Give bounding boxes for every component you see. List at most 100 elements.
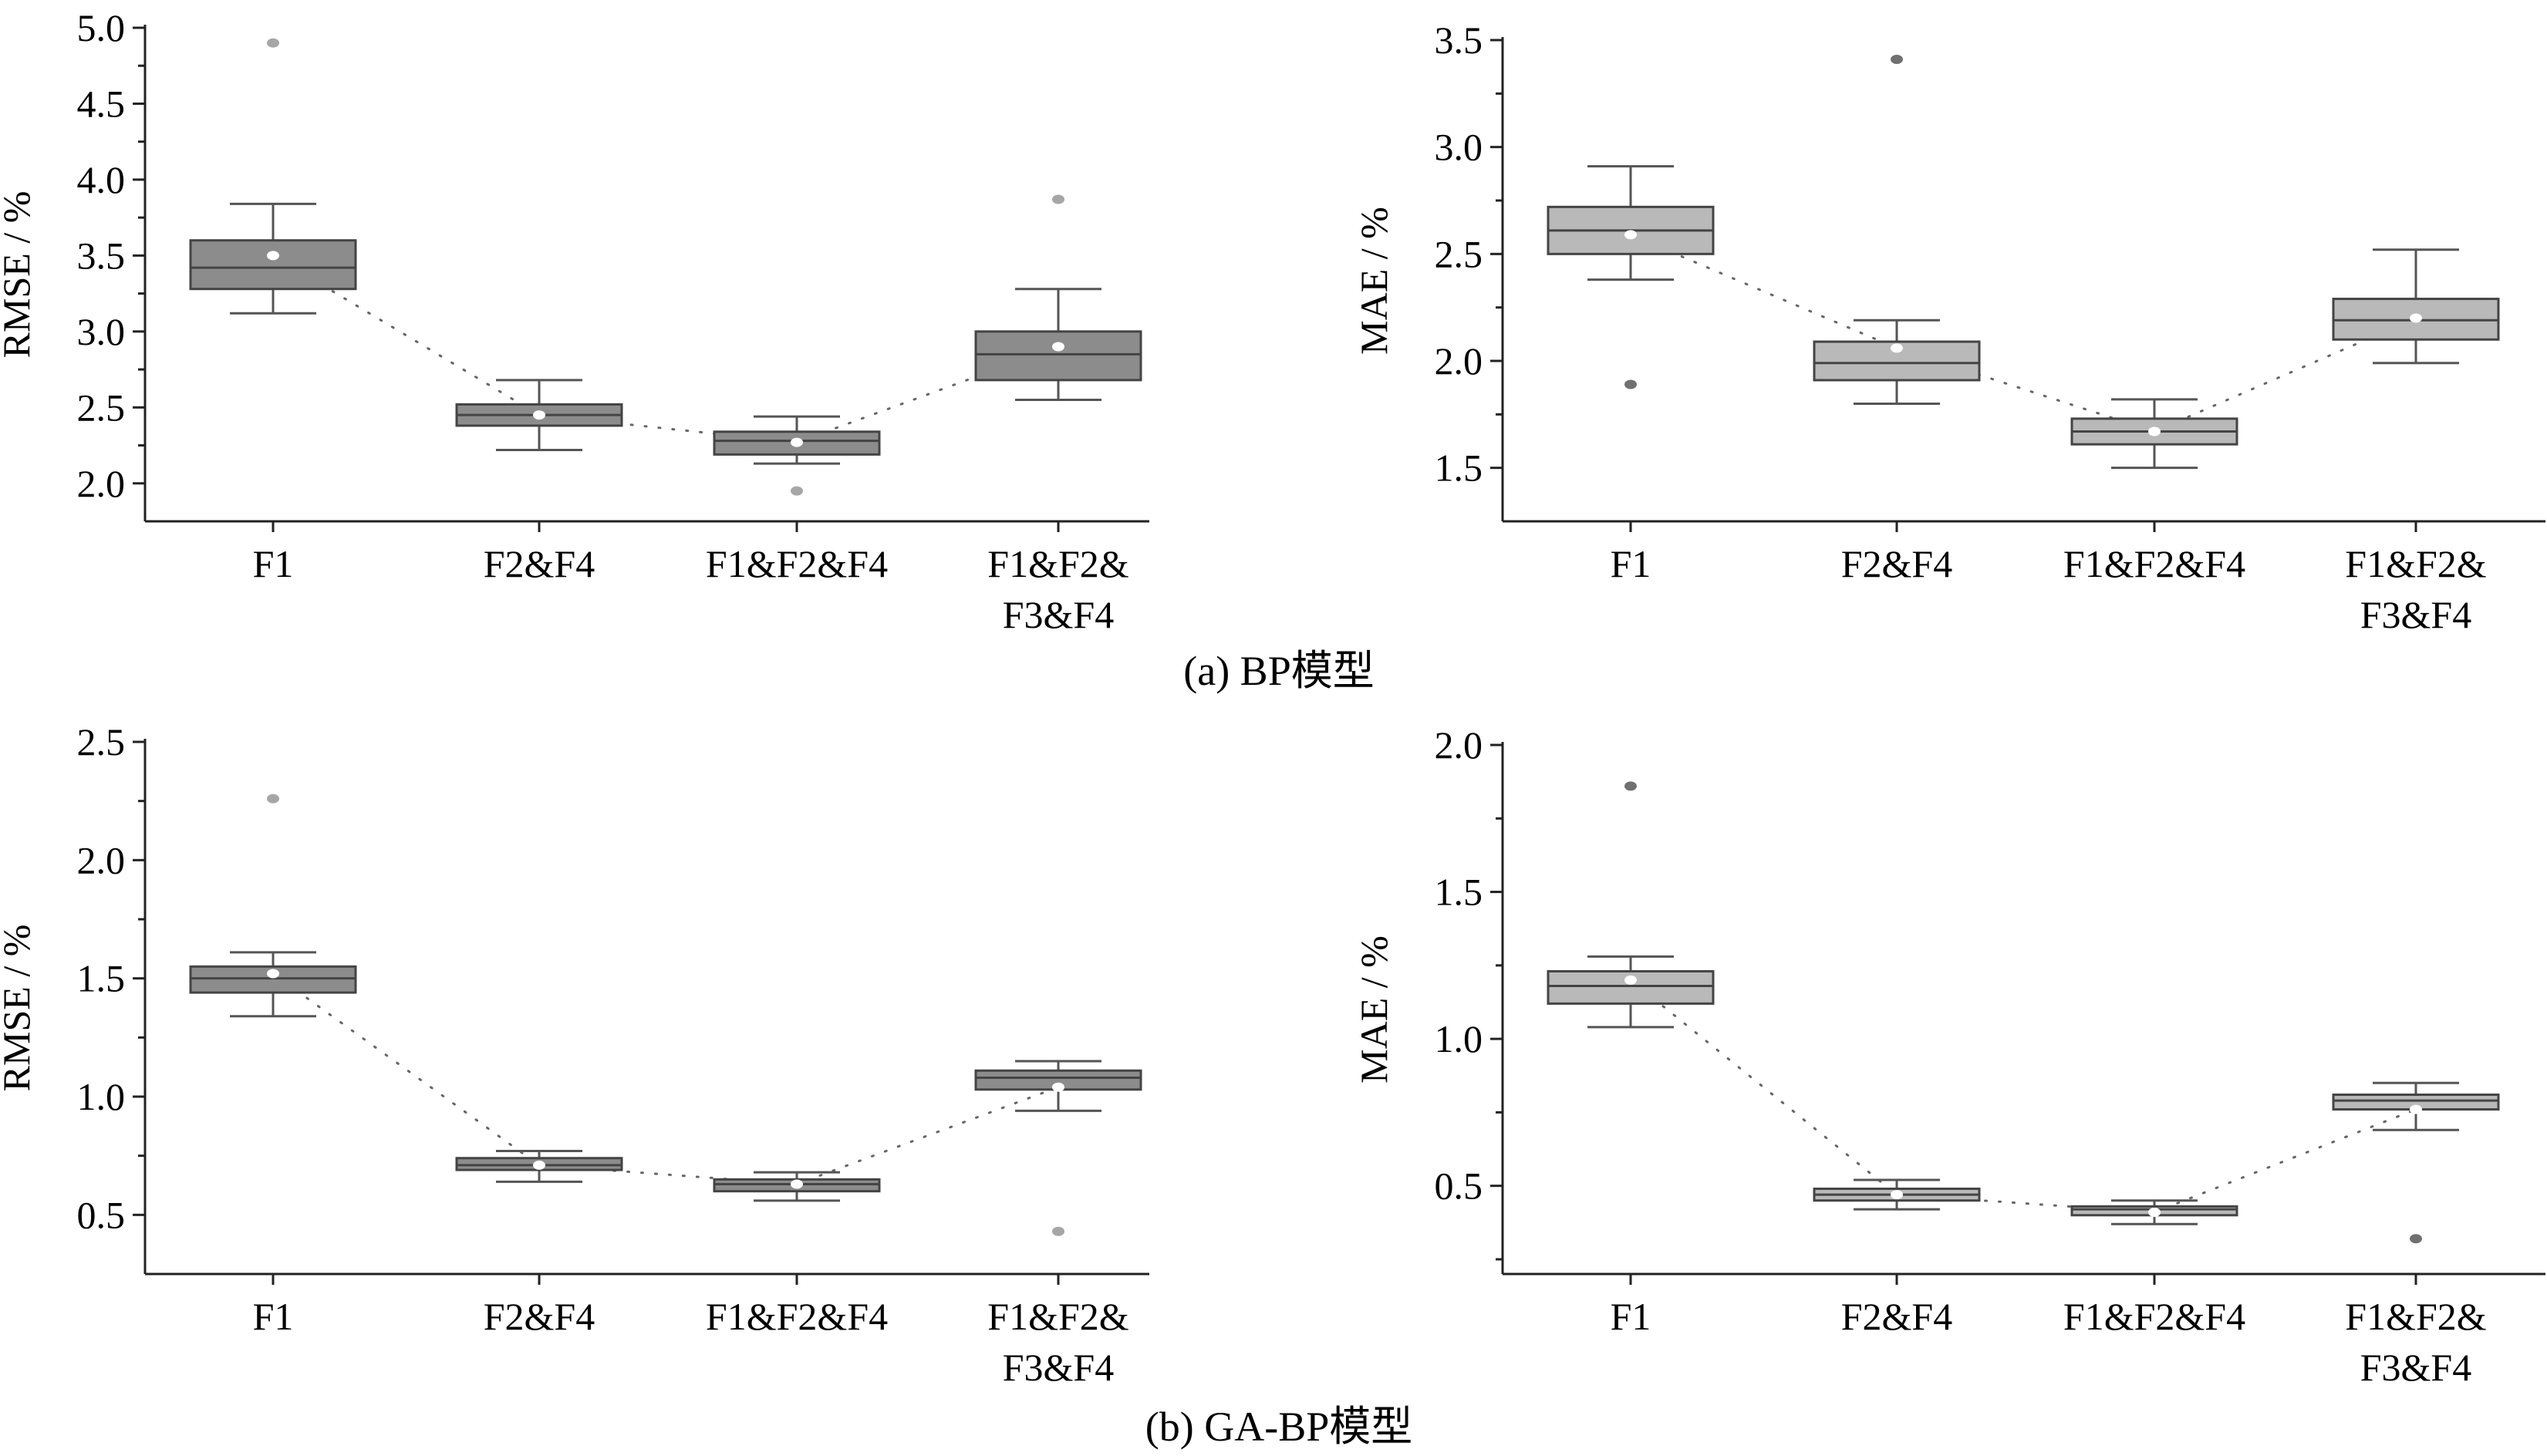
- x-tick-label-line: F1&F2&F4: [706, 542, 888, 585]
- box-2: [1813, 54, 1981, 405]
- x-tick-label: F2&F4: [484, 1295, 595, 1338]
- box-1: [189, 794, 357, 1018]
- box-3: [2070, 398, 2238, 470]
- mean-marker: [791, 437, 803, 447]
- box-4: [974, 194, 1142, 401]
- mean-marker: [2410, 313, 2422, 323]
- y-tick-label: 3.5: [77, 234, 126, 277]
- mean-trend-line: [1629, 233, 2417, 433]
- outlier-point: [791, 486, 803, 496]
- chart-a-mae: 1.5 2.0 2.5 3.0 3.5 MAE / % F1 F2&F4 F1&F2&F4 F1&…: [1352, 19, 2545, 636]
- outlier-point: [1624, 781, 1637, 791]
- y-tick-label: 5.0: [77, 6, 126, 49]
- x-tick-label-line: F1&F2&: [2345, 1295, 2486, 1338]
- x-tick-label-line: F2&F4: [1841, 542, 1953, 585]
- mean-marker: [267, 969, 279, 979]
- x-tick-label: F1: [253, 542, 294, 585]
- y-axis-label: RMSE / %: [0, 191, 38, 359]
- y-tick-label: 2.0: [77, 462, 126, 505]
- chart-b-mae: 0.5 1.0 1.5 2.0 MAE / % F1 F2&F4 F1&F2&F4 F1&F2&…: [1352, 723, 2545, 1389]
- x-tick-label: F1&F2& F3&F4: [2345, 1295, 2486, 1389]
- mean-marker: [267, 251, 279, 261]
- x-tick-label: F1: [1611, 1295, 1651, 1338]
- iqr-box: [974, 330, 1142, 382]
- mean-marker: [791, 1179, 803, 1189]
- box-1: [1547, 781, 1715, 1029]
- y-tick-label: 1.5: [77, 957, 126, 1000]
- box-3: [713, 415, 881, 496]
- x-tick-label: F1&F2&F4: [2063, 1295, 2245, 1338]
- x-tick-label-line: F1&F2&: [987, 1295, 1128, 1338]
- x-tick-label-line: F1&F2&F4: [706, 1295, 888, 1338]
- mean-trend-line: [272, 254, 1060, 444]
- outlier-point: [1052, 194, 1064, 204]
- x-tick-label: F2&F4: [1841, 1295, 1953, 1338]
- x-tick-label-line: F3&F4: [2360, 593, 2472, 636]
- box-2: [455, 1150, 623, 1183]
- mean-marker: [2410, 1104, 2422, 1114]
- y-tick-label: 2.5: [77, 720, 126, 763]
- box-1: [189, 38, 357, 315]
- outlier-point: [1624, 379, 1637, 389]
- box-3: [2070, 1199, 2238, 1225]
- y-tick-label: 1.5: [1435, 871, 1483, 914]
- y-tick-label: 1.0: [77, 1075, 126, 1118]
- box-4: [2332, 248, 2500, 365]
- iqr-box: [189, 239, 357, 291]
- x-tick-label: F1&F2&F4: [706, 542, 888, 585]
- mean-marker: [1624, 975, 1637, 985]
- x-tick-label-line: F2&F4: [1841, 1295, 1953, 1338]
- caption-b: (b) GA-BP模型: [1145, 1404, 1413, 1450]
- y-tick-label: 2.0: [77, 838, 126, 881]
- y-tick-label: 0.5: [77, 1193, 126, 1236]
- mean-trend-line: [272, 972, 1060, 1185]
- outlier-point: [267, 794, 279, 804]
- x-tick-label-line: F3&F4: [2360, 1346, 2472, 1389]
- mean-marker: [533, 1160, 545, 1170]
- x-tick-label-line: F3&F4: [1003, 593, 1115, 636]
- mean-marker: [1052, 342, 1064, 352]
- y-tick-label: 3.0: [77, 310, 126, 353]
- y-axis-label: MAE / %: [1352, 207, 1395, 355]
- y-tick-label: 1.5: [1435, 447, 1483, 490]
- box-2: [1813, 1178, 1981, 1211]
- chart-a-rmse: 2.0 2.5 3.0 3.5 4.0 4.5 5.0 RMSE / % F1 F2&F4 F1&F…: [0, 6, 1149, 636]
- x-tick-label: F2&F4: [484, 542, 595, 585]
- mean-marker: [1891, 343, 1903, 353]
- x-tick-label: F1: [1611, 542, 1651, 585]
- y-tick-label: 2.0: [1435, 723, 1483, 767]
- y-tick-label: 2.5: [77, 386, 126, 429]
- x-tick-label-line: F1: [1611, 542, 1651, 585]
- outlier-point: [1891, 54, 1903, 64]
- box-3: [713, 1171, 881, 1202]
- mean-marker: [533, 410, 545, 420]
- y-tick-label: 3.0: [1435, 126, 1483, 169]
- y-tick-label: 4.0: [77, 158, 126, 201]
- x-tick-label: F1&F2& F3&F4: [987, 1295, 1128, 1389]
- x-tick-label: F1&F2&F4: [706, 1295, 888, 1338]
- mean-marker: [1052, 1082, 1064, 1092]
- x-tick-label-line: F1&F2&: [987, 542, 1128, 585]
- y-tick-label: 2.0: [1435, 339, 1483, 383]
- mean-marker: [1891, 1190, 1903, 1200]
- outlier-point: [2410, 1234, 2422, 1244]
- x-tick-label-line: F2&F4: [484, 1295, 595, 1338]
- y-tick-label: 4.5: [77, 82, 126, 125]
- x-tick-label-line: F1: [253, 1295, 294, 1338]
- y-axis-label: RMSE / %: [0, 925, 38, 1092]
- x-tick-label-line: F1&F2&F4: [2063, 1295, 2245, 1338]
- outlier-point: [1052, 1226, 1064, 1236]
- y-tick-label: 2.5: [1435, 232, 1483, 275]
- x-tick-label-line: F1: [253, 542, 294, 585]
- mean-marker: [1624, 230, 1637, 240]
- mean-marker: [2148, 1207, 2161, 1217]
- y-tick-label: 3.5: [1435, 19, 1483, 62]
- y-tick-label: 0.5: [1435, 1164, 1483, 1208]
- x-tick-label: F2&F4: [1841, 542, 1953, 585]
- x-tick-label-line: F3&F4: [1003, 1346, 1115, 1389]
- mean-trend-line: [1629, 979, 2417, 1214]
- box-4: [2332, 1081, 2500, 1244]
- x-tick-label-line: F1&F2&F4: [2063, 542, 2245, 585]
- chart-b-rmse: 0.5 1.0 1.5 2.0 2.5 RMSE / % F1 F2&F4 F1&F2&F4 F1…: [0, 720, 1149, 1389]
